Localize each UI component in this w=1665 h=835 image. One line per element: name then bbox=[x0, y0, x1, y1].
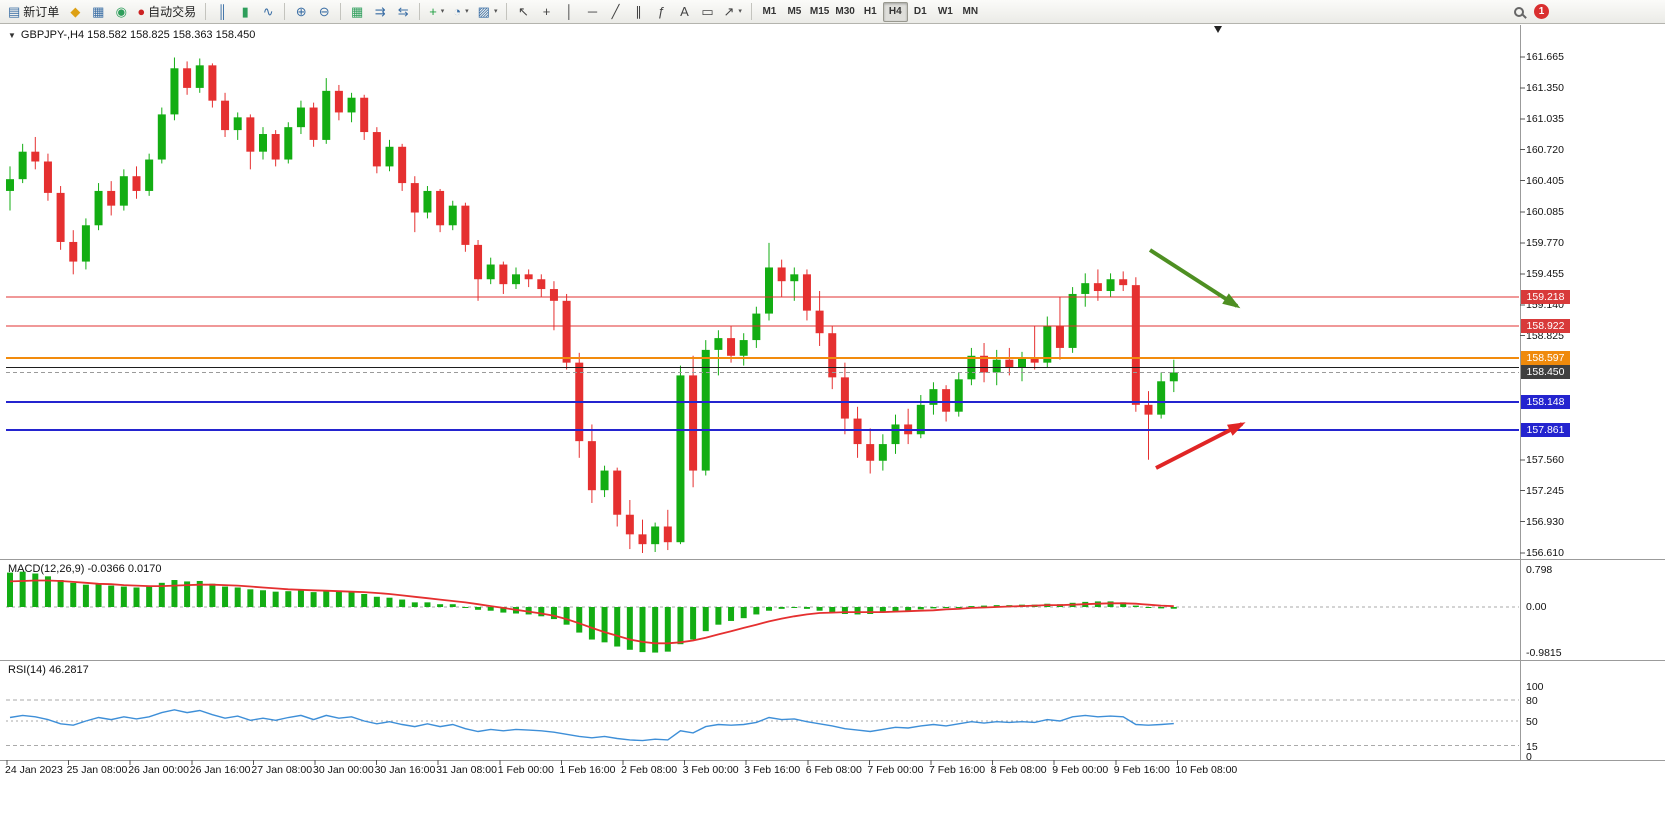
tile-windows-button[interactable]: ▦ bbox=[346, 2, 368, 22]
auto-trading-button-label: 自动交易 bbox=[148, 4, 197, 19]
toolbar-separator bbox=[506, 3, 508, 20]
arrows-tool-button-dropdown-icon[interactable]: ▾ bbox=[738, 8, 742, 15]
toolbar-separator bbox=[284, 3, 286, 20]
templates-button[interactable]: ▨ ▾ bbox=[474, 2, 502, 22]
arrows-tool-button[interactable]: ↗ ▾ bbox=[719, 2, 745, 22]
cursor-tool-icon: ↖ bbox=[518, 4, 529, 19]
candlestick-type-button[interactable]: ▮ bbox=[234, 2, 256, 22]
toolbar-right-group: 1 bbox=[1514, 4, 1661, 19]
auto-trading-icon: ● bbox=[137, 4, 146, 19]
zoom-in-icon: ⊕ bbox=[295, 4, 307, 19]
line-chart-type-button[interactable]: ∿ bbox=[257, 2, 279, 22]
timeframe-d1-button[interactable]: D1 bbox=[913, 5, 927, 17]
cursor-tool-button[interactable]: ↖ bbox=[512, 2, 534, 22]
main-toolbar: ▤ 新订单 ◆ ▦ ◉ ● 自动交易 ║ ▮ ∿ ⊕ ⊖ ▦ ⇉ ⇆ + ▾ ◔ ▾ ▨ ▾ ↖ + │ ─ ╱ ∥ ƒ A ▭ ↗ ▾ M1 M… bbox=[0, 0, 1665, 24]
timeframe-w1-button[interactable]: W1 bbox=[937, 5, 953, 17]
bar-chart-type-button[interactable]: ║ bbox=[211, 2, 233, 22]
chart-shift-button[interactable]: ⇆ bbox=[392, 2, 414, 22]
horizontal-line-tool-button[interactable]: ─ bbox=[581, 2, 603, 22]
market-watch-icon-icon: ◆ bbox=[70, 4, 81, 19]
vertical-line-tool-button[interactable]: │ bbox=[558, 2, 580, 22]
channel-tool-icon: ∥ bbox=[635, 4, 642, 19]
navigator-button[interactable]: ◉ bbox=[110, 2, 132, 22]
market-watch-icon-button[interactable]: ◆ bbox=[64, 2, 86, 22]
time-axis[interactable] bbox=[0, 760, 1665, 782]
indicators-icon: + bbox=[429, 4, 437, 19]
timeframe-m15-button[interactable]: M15 bbox=[809, 5, 830, 17]
bar-chart-type-icon: ║ bbox=[217, 4, 227, 19]
timeframe-toolbar: M1 M5 M15 M30 H1 H4 D1 W1 MN bbox=[757, 1, 983, 22]
zoom-in-button[interactable]: ⊕ bbox=[290, 2, 312, 22]
green-arrow-head bbox=[1222, 293, 1241, 309]
red-arrow-head bbox=[1227, 422, 1246, 436]
fibonacci-tool-icon: ƒ bbox=[657, 4, 666, 19]
data-window-icon: ▦ bbox=[92, 4, 105, 19]
price-axis[interactable] bbox=[1520, 24, 1665, 760]
periods-icon: ◔ bbox=[453, 4, 462, 19]
indicators-button-dropdown-icon[interactable]: ▾ bbox=[440, 8, 445, 15]
zoom-out-button[interactable]: ⊖ bbox=[313, 2, 335, 22]
new-order-icon: ▤ bbox=[8, 4, 21, 19]
periods-button-dropdown-icon[interactable]: ▾ bbox=[465, 8, 469, 15]
crosshair-tool-button[interactable]: + bbox=[535, 2, 557, 22]
timeframe-h4-button[interactable]: H4 bbox=[882, 1, 908, 22]
timeframe-h1-button[interactable]: H1 bbox=[863, 5, 877, 17]
auto-scroll-button[interactable]: ⇉ bbox=[369, 2, 391, 22]
text-tool-icon: A bbox=[680, 4, 689, 19]
timeframe-m5-button[interactable]: M5 bbox=[787, 5, 802, 17]
text-tool-button[interactable]: A bbox=[673, 2, 695, 22]
chart-shift-icon: ⇆ bbox=[397, 4, 409, 19]
arrows-tool-icon: ↗ bbox=[723, 4, 735, 19]
templates-button-dropdown-icon[interactable]: ▾ bbox=[493, 8, 498, 15]
timeframe-m1-button[interactable]: M1 bbox=[762, 5, 777, 17]
navigator-icon: ◉ bbox=[115, 4, 127, 19]
auto-trading-button[interactable]: ● 自动交易 bbox=[133, 2, 200, 22]
candlestick-type-icon: ▮ bbox=[241, 4, 249, 19]
toolbar-separator bbox=[340, 3, 342, 20]
zoom-out-icon: ⊖ bbox=[318, 4, 330, 19]
new-order-button-label: 新订单 bbox=[23, 4, 60, 19]
vertical-line-tool-icon: │ bbox=[565, 4, 574, 19]
channel-tool-button[interactable]: ∥ bbox=[627, 2, 649, 22]
trendline-tool-button[interactable]: ╱ bbox=[604, 2, 626, 22]
auto-scroll-icon: ⇉ bbox=[374, 4, 386, 19]
horizontal-line-tool-icon: ─ bbox=[587, 4, 598, 19]
top-marker-icon bbox=[1214, 26, 1222, 33]
timeframe-mn-button[interactable]: MN bbox=[962, 5, 979, 17]
toolbar-separator bbox=[750, 3, 752, 20]
new-order-button[interactable]: ▤ 新订单 bbox=[4, 2, 63, 22]
timeframe-m30-button[interactable]: M30 bbox=[835, 5, 855, 17]
crosshair-tool-icon: + bbox=[542, 4, 551, 19]
trendline-tool-icon: ╱ bbox=[611, 4, 620, 19]
notification-badge[interactable]: 1 bbox=[1534, 4, 1549, 19]
fibonacci-tool-button[interactable]: ƒ bbox=[650, 2, 672, 22]
toolbar-separator bbox=[205, 3, 207, 20]
indicators-button[interactable]: + ▾ bbox=[425, 2, 448, 22]
data-window-button[interactable]: ▦ bbox=[87, 2, 109, 22]
toolbar-separator bbox=[419, 3, 421, 20]
templates-icon: ▨ bbox=[477, 4, 490, 19]
green-arrow[interactable] bbox=[1148, 248, 1239, 308]
label-tool-icon: ▭ bbox=[701, 4, 714, 19]
red-arrow[interactable] bbox=[1155, 422, 1243, 470]
tile-windows-icon: ▦ bbox=[351, 4, 364, 19]
search-icon[interactable] bbox=[1514, 6, 1524, 17]
line-chart-type-icon: ∿ bbox=[262, 4, 274, 19]
label-tool-button[interactable]: ▭ bbox=[696, 2, 718, 22]
periods-button[interactable]: ◔ ▾ bbox=[449, 2, 472, 22]
